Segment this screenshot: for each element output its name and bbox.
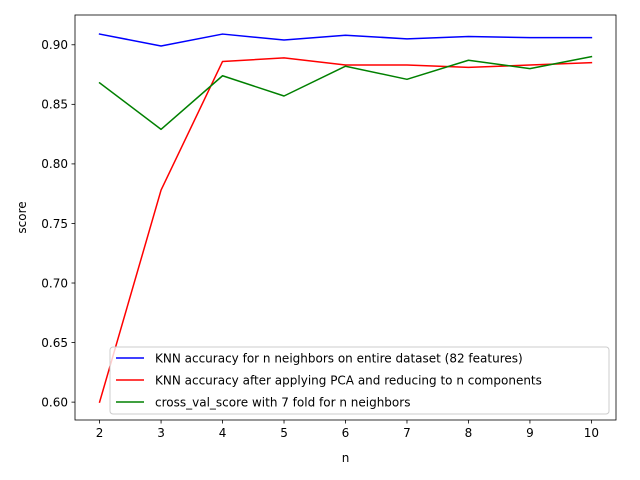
x-tick-label: 2 xyxy=(96,426,104,440)
legend-box xyxy=(109,346,610,415)
x-tick-label: 4 xyxy=(219,426,227,440)
y-tick-label: 0.75 xyxy=(41,217,68,231)
legend: KNN accuracy for n neighbors on entire d… xyxy=(109,346,610,415)
x-tick-label: 9 xyxy=(526,426,534,440)
legend-label: KNN accuracy for n neighbors on entire d… xyxy=(155,351,523,365)
axes-layer: 2 3 4 5 6 7 8 9 10 0.60 0.65 0.70 0.75 0.80 0.85 0.90 xyxy=(41,14,617,440)
y-tick-label: 0.65 xyxy=(41,336,68,350)
y-tick-label: 0.70 xyxy=(41,276,68,290)
y-axis-label: score xyxy=(15,201,29,233)
x-tick-label: 3 xyxy=(157,426,165,440)
y-tick-label: 0.60 xyxy=(41,395,68,409)
y-tick-label: 0.85 xyxy=(41,98,68,112)
x-tick-label: 6 xyxy=(342,426,350,440)
x-tick-label: 8 xyxy=(465,426,473,440)
x-tick-label: 10 xyxy=(584,426,599,440)
y-tick-label: 0.80 xyxy=(41,157,68,171)
legend-label: KNN accuracy after applying PCA and redu… xyxy=(155,373,542,387)
legend-label: cross_val_score with 7 fold for n neighb… xyxy=(155,395,410,409)
x-tick-label: 7 xyxy=(403,426,411,440)
y-tick-label: 0.90 xyxy=(41,38,68,52)
series-layer xyxy=(98,33,593,404)
x-axis-label: n xyxy=(342,451,350,465)
x-tick-label: 5 xyxy=(280,426,288,440)
